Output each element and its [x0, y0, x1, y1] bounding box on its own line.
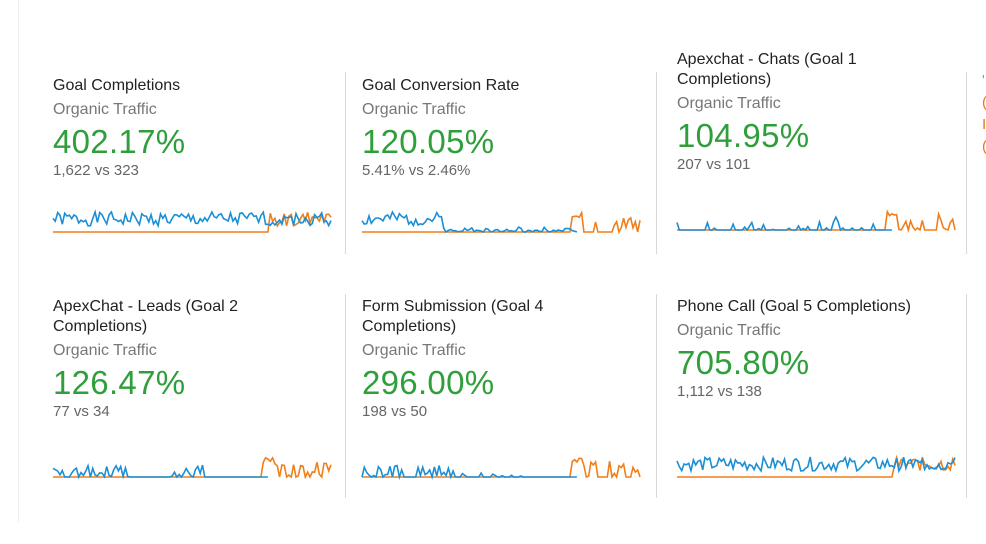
- sparkline: [676, 209, 956, 234]
- segment-label: Organic Traffic: [362, 342, 466, 359]
- sparkline-previous-period: [362, 209, 641, 235]
- card-divider: [656, 294, 657, 498]
- percent-change: 126.47%: [53, 364, 186, 401]
- comparison-values: 1,112 vs 138: [677, 383, 762, 400]
- card-title: Phone Call (Goal 5 Completions): [677, 298, 911, 315]
- comparison-values: 5.41% vs 2.46%: [362, 162, 471, 179]
- scorecard-form-submission[interactable]: Form Submission (Goal 4 Completions) Org…: [361, 297, 646, 487]
- sparkline-previous-period: [677, 209, 956, 234]
- sparkline: [52, 456, 332, 480]
- segment-label: Organic Traffic: [677, 322, 781, 339]
- card-divider: [966, 294, 967, 498]
- sparkline: [361, 209, 641, 235]
- segment-label: Organic Traffic: [362, 101, 466, 118]
- scorecard-goal-conversion-rate[interactable]: Goal Conversion Rate Organic Traffic 120…: [361, 76, 646, 246]
- segment-label: Organic Traffic: [53, 342, 157, 359]
- card-divider: [345, 294, 346, 498]
- clipped-next-card: ' ( I (: [982, 72, 986, 155]
- sparkline-current-period: [676, 454, 956, 474]
- card-title: ApexChat - Leads (Goal 2 Completions): [53, 298, 238, 335]
- sparkline: [52, 209, 332, 233]
- sparkline: [361, 457, 641, 481]
- sparkline: [676, 454, 956, 478]
- percent-change: 705.80%: [677, 344, 810, 381]
- sparkline-current-period: [52, 463, 268, 480]
- comparison-values: 1,622 vs 323: [53, 162, 139, 179]
- card-divider: [656, 72, 657, 254]
- card-title: Apexchat - Chats (Goal 1 Completions): [677, 51, 857, 88]
- comparison-values: 77 vs 34: [53, 403, 110, 420]
- segment-label: Organic Traffic: [53, 101, 157, 118]
- scorecard-goal-completions[interactable]: Goal Completions Organic Traffic 402.17%…: [52, 76, 343, 246]
- scorecard-phone-call[interactable]: Phone Call (Goal 5 Completions) Organic …: [676, 297, 961, 487]
- card-title: Goal Completions: [53, 77, 181, 94]
- scorecard-apexchat-chats[interactable]: Apexchat - Chats (Goal 1 Completions) Or…: [676, 50, 961, 246]
- comparison-values: 198 vs 50: [362, 403, 428, 420]
- card-title: Goal Conversion Rate: [362, 77, 520, 94]
- segment-label: Organic Traffic: [677, 95, 781, 112]
- percent-change: 402.17%: [53, 123, 186, 160]
- percent-change: 296.00%: [362, 364, 495, 401]
- card-divider: [966, 72, 967, 254]
- scorecard-apexchat-leads[interactable]: ApexChat - Leads (Goal 2 Completions) Or…: [52, 297, 343, 487]
- card-title: Form Submission (Goal 4 Completions): [362, 298, 544, 335]
- sparkline-previous-period: [677, 454, 956, 478]
- sparkline-current-period: [52, 209, 332, 229]
- percent-change: 104.95%: [677, 117, 810, 154]
- sparkline-current-period: [676, 215, 892, 232]
- left-border: [18, 0, 19, 522]
- percent-change: 120.05%: [362, 123, 495, 160]
- card-divider: [345, 72, 346, 254]
- comparison-values: 207 vs 101: [677, 156, 751, 173]
- sparkline-current-period: [361, 464, 577, 481]
- sparkline-current-period: [361, 210, 578, 233]
